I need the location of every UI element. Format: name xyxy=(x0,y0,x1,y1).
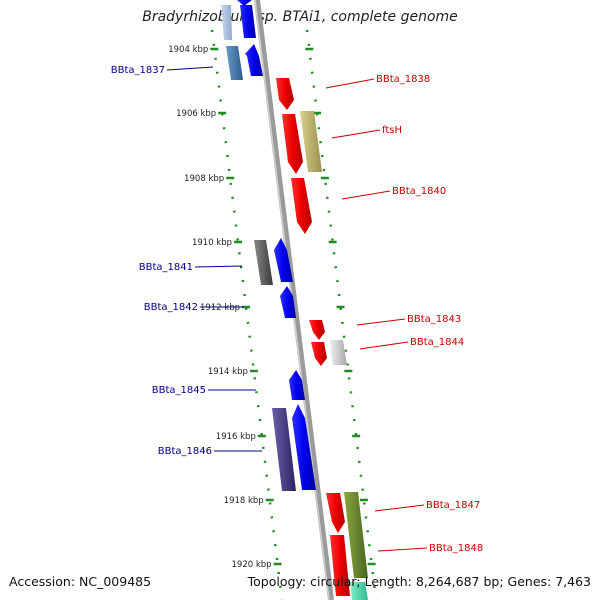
tick-label: 1910 kbp xyxy=(192,238,232,248)
label-connector xyxy=(331,129,381,139)
tick-label: 1906 kbp xyxy=(176,109,216,119)
gene-label-left[interactable]: BBta_1837 xyxy=(111,65,165,76)
gene-feature-blue-arrow-2[interactable] xyxy=(274,238,293,282)
label-connector xyxy=(341,190,391,200)
tick-label: 1912 kbp xyxy=(200,303,240,313)
gene-feature-bbta1837[interactable] xyxy=(226,46,243,80)
gene-label-left[interactable]: BBta_1841 xyxy=(139,262,193,273)
label-connector xyxy=(374,504,425,512)
label-connector xyxy=(194,265,243,268)
gene-feature-bbta1843[interactable] xyxy=(309,320,325,340)
label-connector xyxy=(166,66,214,71)
gene-label-right[interactable]: BBta_1843 xyxy=(407,314,461,325)
tick-label: 1920 kbp xyxy=(232,560,272,570)
gene-label-right[interactable]: BBta_1848 xyxy=(429,543,483,554)
tick-label: 1916 kbp xyxy=(216,432,256,442)
gene-label-right[interactable]: ftsH xyxy=(382,125,402,136)
gene-feature-blue-arrow[interactable] xyxy=(245,44,263,76)
map-title: Bradyrhizobium sp. BTAi1, complete genom… xyxy=(142,9,458,25)
gene-feature-bbta1842[interactable] xyxy=(280,286,296,318)
gene-label-left[interactable]: BBta_1842 xyxy=(144,302,198,313)
gene-feature-top-pale[interactable] xyxy=(221,5,232,40)
gene-feature-bbta1846[interactable] xyxy=(272,408,296,491)
gene-feature-teal[interactable] xyxy=(350,582,368,600)
label-connector xyxy=(325,78,375,89)
topology-label: Topology: circular; Length: 8,264,687 bp… xyxy=(247,574,591,589)
gene-feature-bbta1845[interactable] xyxy=(289,370,305,400)
gene-feature-bbta1838[interactable] xyxy=(276,78,294,110)
tick-label: 1908 kbp xyxy=(184,174,224,184)
label-connector xyxy=(359,341,409,350)
gene-feature-top-blue[interactable] xyxy=(240,5,256,38)
gene-label-right[interactable]: BBta_1844 xyxy=(410,337,464,348)
gene-feature-ftsh[interactable] xyxy=(300,111,322,172)
gene-label-left[interactable]: BBta_1845 xyxy=(152,385,206,396)
gene-feature-olive[interactable] xyxy=(344,492,368,578)
gene-feature-red-2[interactable] xyxy=(311,342,327,366)
tick-label: 1918 kbp xyxy=(224,496,264,506)
gene-feature-bbta1841[interactable] xyxy=(254,240,273,285)
gene-feature-bbta1840[interactable] xyxy=(291,178,312,234)
tick-label: 1914 kbp xyxy=(208,367,248,377)
gene-feature-red[interactable] xyxy=(282,114,303,174)
label-connector xyxy=(377,547,428,552)
tick-label: 1904 kbp xyxy=(168,45,208,55)
gene-feature-bbta1844[interactable] xyxy=(329,340,347,365)
gene-feature-bbta1847[interactable] xyxy=(326,493,345,533)
genome-backbone xyxy=(254,0,334,600)
label-connector xyxy=(356,318,406,326)
gene-label-right[interactable]: BBta_1838 xyxy=(376,74,430,85)
accession-label: Accession: NC_009485 xyxy=(9,574,152,589)
gene-feature-blue-arrow-3[interactable] xyxy=(292,404,316,490)
gene-label-right[interactable]: BBta_1840 xyxy=(392,186,446,197)
gene-label-left[interactable]: BBta_1846 xyxy=(158,446,212,457)
gene-label-right[interactable]: BBta_1847 xyxy=(426,500,480,511)
gene-feature-bbta1848[interactable] xyxy=(330,535,350,596)
